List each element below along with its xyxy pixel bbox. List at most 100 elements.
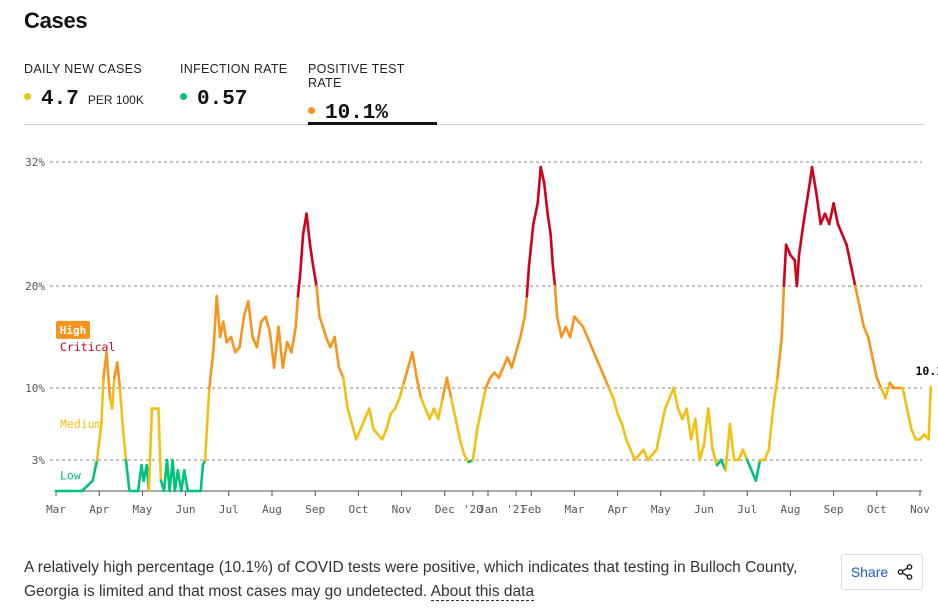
x-tick-label: Oct <box>348 503 368 516</box>
series-line-segment <box>862 325 870 339</box>
series-line-segment <box>272 325 280 369</box>
series-line-segment <box>745 458 753 472</box>
series-line-segment <box>819 212 827 226</box>
metric-unit: PER 100K <box>87 93 144 107</box>
about-this-data-link[interactable]: About this data <box>430 583 535 601</box>
series-line-segment <box>711 448 719 467</box>
series-line-segment <box>780 284 786 339</box>
series-line-segment <box>815 191 822 226</box>
x-tick-label: Aug <box>780 503 800 516</box>
series-line-segment <box>853 284 861 308</box>
metric-value: 4.7 <box>41 88 79 111</box>
series-line-segment <box>264 315 272 334</box>
series-line-segment <box>311 264 318 288</box>
x-tick-label: Apr <box>89 503 109 516</box>
series-line-segment <box>560 325 568 339</box>
series-line-segment <box>95 422 103 462</box>
metric-infection-rate[interactable]: INFECTION RATE 0.57 <box>180 62 287 124</box>
series-line-segment <box>480 386 488 410</box>
series-line-segment <box>676 407 684 421</box>
x-tick-label: Aug <box>262 503 282 516</box>
x-tick-label: Sep <box>824 503 844 516</box>
series-line-segment <box>411 351 419 380</box>
series-line-segment <box>553 284 559 318</box>
series-line-segment <box>454 417 462 441</box>
series-line-segment <box>549 233 555 267</box>
series-line-segment <box>380 427 388 441</box>
metric-daily-new-cases[interactable]: DAILY NEW CASES 4.7 PER 100K <box>24 62 144 124</box>
x-tick-label: '20 <box>463 503 483 516</box>
series-line-segment <box>581 325 589 339</box>
series-line-segment <box>354 427 362 441</box>
series-line-segment <box>659 407 667 431</box>
series-line-segment <box>238 315 246 349</box>
series-line-segment <box>698 443 706 462</box>
series-line-segment <box>116 361 122 390</box>
series-line-segment <box>607 386 615 400</box>
series-line-segment <box>367 407 375 431</box>
series-line-segment <box>910 427 917 441</box>
metric-positive-test-rate[interactable]: POSITIVE TEST RATE 10.1% <box>308 62 437 125</box>
series-line-segment <box>105 351 112 400</box>
x-tick-label: Feb <box>521 503 541 516</box>
x-tick-label: Apr <box>608 503 628 516</box>
positive-test-rate-chart[interactable]: 3% 10% 20% 32% Mar Apr May Jun Jul Aug Sep Oct Nov De… <box>0 140 938 520</box>
series-line-segment <box>268 330 276 369</box>
series-line-segment <box>424 407 431 421</box>
series-line-segment <box>359 417 367 431</box>
series-line-segment <box>514 335 522 354</box>
x-tick-label: May <box>132 503 152 516</box>
zone-label-high: High <box>60 324 87 337</box>
status-dot-icon <box>308 107 315 114</box>
series-line-segment <box>341 376 349 410</box>
status-dot-icon <box>24 93 31 100</box>
series-line-segment <box>536 165 543 205</box>
series-line-segment <box>551 264 557 288</box>
series-line-segment <box>685 407 693 441</box>
series-line-segment <box>121 427 128 462</box>
series-line-segment <box>586 335 593 349</box>
series-line-segment <box>385 412 393 431</box>
x-tick-label: May <box>651 503 671 516</box>
series-line-segment <box>510 351 518 369</box>
series-line-segment <box>255 320 263 349</box>
series-line-segment <box>221 320 228 344</box>
series-line-segment <box>871 356 879 380</box>
series-line-segment <box>80 479 95 493</box>
series-line-segment <box>832 202 840 226</box>
series-line-segment <box>321 325 328 339</box>
x-tick-label: Dec <box>435 503 455 516</box>
series-line-segment <box>694 417 701 462</box>
metric-value: 0.57 <box>197 88 248 111</box>
x-tick-label: Mar <box>564 503 584 516</box>
metric-value: 10.1% <box>325 102 389 125</box>
x-tick-label: Jul <box>737 503 757 516</box>
series-line-segment <box>737 448 745 462</box>
series-line-segment <box>449 396 457 421</box>
status-dot-icon <box>180 93 187 100</box>
last-value-label: 10.1% <box>915 364 938 378</box>
zone-label-high-badge <box>56 320 90 339</box>
series-line-segment <box>110 376 116 410</box>
series-line-segment <box>655 427 663 452</box>
series-line-segment <box>546 212 552 236</box>
series-line-segment <box>901 386 909 410</box>
series-line-segment <box>523 294 529 318</box>
series-line-segment <box>183 469 190 493</box>
y-tick-label: 10% <box>25 382 45 395</box>
series-line-segment <box>771 376 779 410</box>
share-icon <box>897 564 913 580</box>
metric-label: INFECTION RATE <box>180 62 288 76</box>
x-tick-label: Jan <box>478 503 498 516</box>
series-line-segment <box>398 381 406 400</box>
share-button[interactable]: Share <box>841 554 923 590</box>
series-line-segment <box>298 233 305 277</box>
series-line-segment <box>315 284 321 318</box>
series-line-segment <box>497 366 505 380</box>
y-tick-label: 20% <box>25 280 45 293</box>
series-line-segment <box>542 181 549 215</box>
series-line-segment <box>905 407 913 431</box>
series-line-segment <box>539 165 546 184</box>
series-line-segment <box>555 315 563 339</box>
series-line-segment <box>157 407 163 482</box>
